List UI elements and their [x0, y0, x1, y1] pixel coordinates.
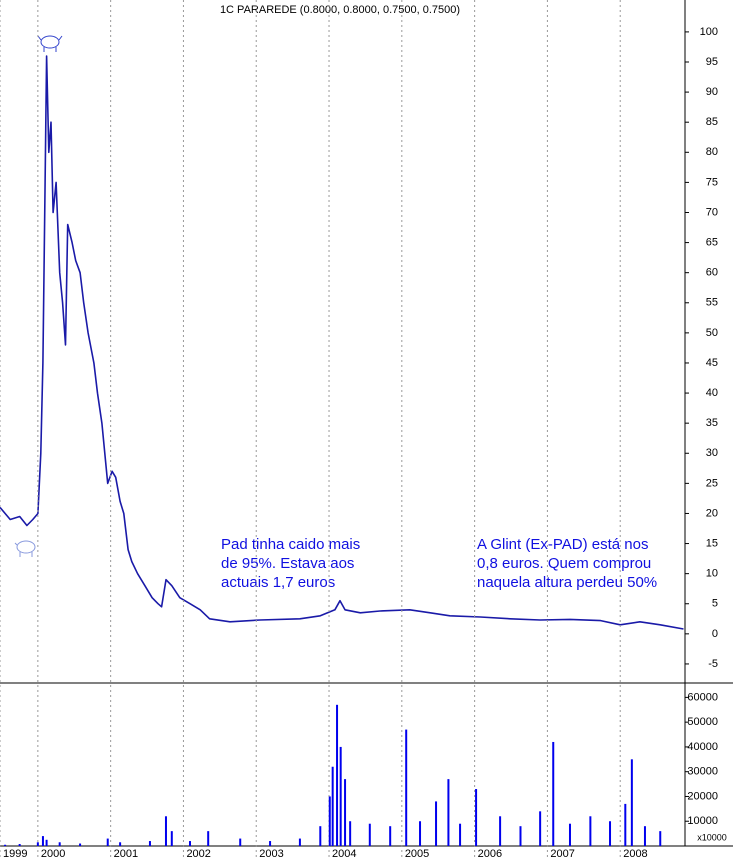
x-tick-label: 2005: [405, 848, 429, 860]
volume-bar: [269, 841, 272, 846]
y-tick-label: 75: [706, 176, 718, 188]
volume-bar: [643, 826, 646, 846]
volume-bar: [405, 729, 408, 846]
annotation: naquela altura perdeu 50%: [477, 574, 657, 591]
y-tick-label: 100: [700, 26, 718, 38]
price-line: [0, 55, 684, 630]
volume-bar: [106, 838, 109, 846]
annotation: de 95%. Estava aos: [221, 555, 354, 572]
annotation: A Glint (Ex-PAD) está nos: [477, 536, 648, 553]
volume-bar: [18, 844, 21, 846]
y-tick-label: -5: [708, 658, 718, 670]
volume-bar: [624, 803, 627, 846]
annotation: Pad tinha caido mais: [221, 536, 360, 553]
volume-bar: [36, 842, 39, 846]
y-tick-label: 90: [706, 86, 718, 98]
volume-bar: [589, 816, 592, 846]
volume-bar: [459, 823, 462, 846]
y-tick-label: 35: [706, 417, 718, 429]
y-tick-label: 30000: [687, 766, 718, 778]
volume-bar: [79, 843, 82, 846]
x-tick-label: 2004: [332, 848, 356, 860]
volume-bar: [659, 831, 662, 846]
volume-bar: [298, 838, 301, 846]
y-tick-label: 65: [706, 236, 718, 248]
volume-bar: [119, 842, 122, 846]
volume-bar: [568, 823, 571, 846]
volume-bar: [475, 789, 478, 846]
volume-bar: [331, 766, 334, 846]
x-tick-label: 2002: [186, 848, 210, 860]
y-tick-label: 0: [712, 628, 718, 640]
volume-bar: [319, 826, 322, 846]
volume-bar: [630, 759, 633, 846]
volume-bar: [336, 704, 339, 846]
volume-bar: [519, 826, 522, 846]
volume-bar: [419, 821, 422, 846]
volume-bar: [344, 779, 347, 846]
volume-bar: [41, 836, 44, 846]
volume-bar: [389, 826, 392, 846]
x-tick-label: 2008: [623, 848, 647, 860]
volume-bar: [239, 838, 242, 846]
y-tick-label: 40000: [687, 741, 718, 753]
y-tick-label: 20: [706, 507, 718, 519]
volume-bar: [552, 741, 555, 846]
annotation: actuais 1,7 euros: [221, 574, 335, 591]
bull-icon: [37, 35, 63, 52]
volume-bar: [164, 816, 167, 846]
y-tick-label: 50000: [687, 716, 718, 728]
x-tick-label: 2007: [550, 848, 574, 860]
y-tick-label: 95: [706, 56, 718, 68]
y-tick-label: 30: [706, 447, 718, 459]
volume-bar: [45, 839, 48, 846]
y-tick-label: 85: [706, 116, 718, 128]
volume-bar: [609, 821, 612, 846]
volume-bar: [328, 796, 331, 846]
volume-bar: [539, 811, 542, 846]
volume-bar: [447, 779, 450, 846]
annotation: 0,8 euros. Quem comprou: [477, 555, 651, 572]
volume-bar: [368, 823, 371, 846]
chart-title: 1C PARAREDE (0.8000, 0.8000, 0.7500, 0.7…: [220, 4, 460, 16]
unit-label: x10000: [697, 832, 727, 842]
volume-bar: [4, 844, 7, 846]
x-tick-label: 2000: [41, 848, 65, 860]
x-tick-label: 2006: [478, 848, 502, 860]
volume-bar: [207, 831, 210, 846]
y-tick-label: 60: [706, 267, 718, 279]
y-tick-label: 10000: [687, 815, 718, 827]
volume-bar: [148, 841, 151, 846]
volume-bar: [339, 746, 342, 846]
volume-bar: [435, 801, 438, 846]
y-tick-label: 60000: [687, 691, 718, 703]
y-tick-label: 70: [706, 206, 718, 218]
volume-bar: [170, 831, 173, 846]
y-tick-label: 55: [706, 297, 718, 309]
y-tick-label: 15: [706, 537, 718, 549]
y-tick-label: 20000: [687, 790, 718, 802]
bear-icon: [14, 540, 36, 557]
y-tick-label: 45: [706, 357, 718, 369]
volume-bar: [188, 841, 191, 846]
y-tick-label: 40: [706, 387, 718, 399]
volume-bar: [499, 816, 502, 846]
y-tick-label: 10: [706, 568, 718, 580]
y-tick-label: 50: [706, 327, 718, 339]
x-tick-label: 2001: [114, 848, 138, 860]
y-tick-label: 25: [706, 477, 718, 489]
y-tick-label: 5: [712, 598, 718, 610]
volume-bar: [349, 821, 352, 846]
x-tick-label: 2003: [259, 848, 283, 860]
volume-bar: [58, 842, 61, 846]
y-tick-label: 80: [706, 146, 718, 158]
x-tick-label: 1999: [3, 848, 27, 860]
